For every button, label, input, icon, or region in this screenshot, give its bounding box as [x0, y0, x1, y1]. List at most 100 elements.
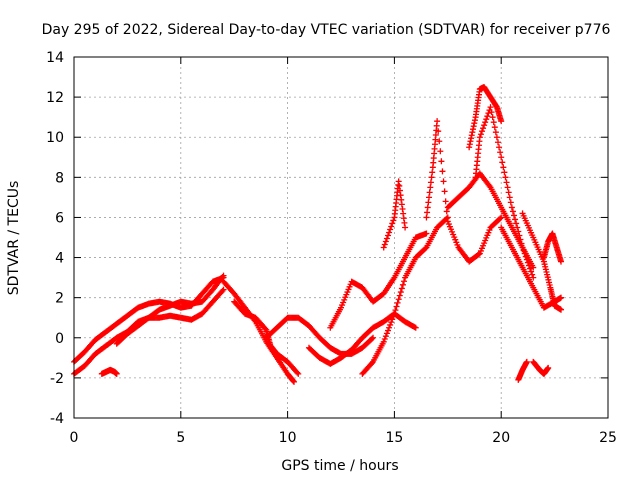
data-point	[516, 232, 523, 239]
y-tick-label: -4	[50, 411, 64, 427]
data-point	[424, 209, 431, 216]
data-point	[518, 240, 525, 247]
data-point	[393, 303, 400, 310]
y-tick-label: 4	[55, 251, 64, 267]
data-point	[508, 204, 515, 211]
series-track-k	[423, 118, 505, 265]
series-track-j	[380, 178, 409, 251]
data-point	[545, 364, 552, 371]
data-point	[391, 310, 398, 317]
data-point	[380, 338, 387, 345]
series-track-q	[540, 230, 565, 265]
data-point	[498, 214, 505, 221]
data-point	[506, 194, 513, 201]
data-point	[382, 238, 389, 245]
data-point	[370, 334, 377, 341]
data-point	[498, 118, 505, 125]
x-axis-label: GPS time / hours	[281, 458, 398, 474]
data-point	[509, 208, 516, 215]
data-point	[220, 272, 227, 279]
y-tick-label: 2	[55, 291, 64, 307]
data-point	[388, 223, 395, 230]
data-point	[500, 164, 507, 171]
data-point	[530, 264, 537, 271]
data-point	[493, 134, 500, 141]
data-point	[425, 199, 432, 206]
data-point	[291, 378, 298, 385]
plot-frame	[73, 56, 609, 419]
data-point	[389, 316, 396, 323]
data-point	[426, 194, 433, 201]
data-point	[504, 184, 511, 191]
data-point	[490, 119, 497, 126]
data-point	[528, 268, 535, 275]
data-point	[558, 306, 565, 313]
series-track-b	[71, 286, 227, 377]
data-point	[501, 169, 508, 176]
data-point	[398, 285, 405, 292]
data-point	[396, 292, 403, 299]
data-point	[481, 122, 488, 129]
data-point	[388, 319, 395, 326]
axis-ticks: 0 5 10 15 20 25 -4 -2 0 2 4 6 8 10 12 14	[46, 50, 617, 446]
data-point	[515, 228, 522, 235]
data-point	[521, 250, 528, 257]
data-point	[397, 289, 404, 296]
data-point	[295, 370, 302, 377]
series-track-p	[519, 210, 565, 313]
series-isolated-b	[515, 358, 530, 383]
x-tick-label: 20	[492, 430, 510, 446]
data-point	[558, 294, 565, 301]
data-point	[513, 220, 520, 227]
data-point	[498, 154, 505, 161]
data-point	[368, 360, 375, 367]
data-point	[113, 370, 120, 377]
data-point	[489, 114, 496, 121]
data-point	[390, 217, 397, 224]
data-point	[395, 296, 402, 303]
chart-title: Day 295 of 2022, Sidereal Day-to-day VTE…	[42, 22, 611, 38]
y-tick-label: 12	[46, 90, 64, 106]
data-point	[475, 251, 482, 258]
data-point	[423, 230, 430, 237]
data-point	[494, 139, 501, 146]
data-point	[428, 174, 435, 181]
series-track-c	[113, 272, 227, 347]
data-point	[478, 128, 485, 135]
x-tick-label: 0	[70, 430, 79, 446]
data-point	[427, 179, 434, 186]
data-point	[522, 253, 529, 260]
data-point	[477, 131, 484, 138]
data-point	[390, 313, 397, 320]
series-track-n	[472, 104, 537, 281]
data-point	[220, 286, 227, 293]
y-tick-label: 8	[55, 170, 64, 186]
data-point	[382, 333, 389, 340]
data-point	[384, 327, 391, 334]
y-tick-label: 14	[46, 50, 64, 66]
y-tick-label: -2	[50, 371, 64, 387]
x-tick-label: 5	[176, 430, 185, 446]
data-point	[484, 113, 491, 120]
data-point	[488, 109, 495, 116]
data-point	[480, 125, 487, 132]
data-point	[399, 281, 406, 288]
data-point	[381, 335, 388, 342]
series-track-l	[444, 170, 537, 271]
data-point	[294, 369, 301, 376]
data-point	[384, 232, 391, 239]
data-point	[511, 212, 518, 219]
data-point	[482, 119, 489, 126]
data-point	[429, 169, 436, 176]
data-point	[436, 138, 443, 145]
data-point	[392, 307, 399, 314]
data-point	[520, 247, 527, 254]
data-point	[530, 274, 537, 281]
data-point	[443, 215, 450, 222]
x-tick-label: 10	[279, 430, 297, 446]
data-point	[389, 220, 396, 227]
data-point	[387, 321, 394, 328]
data-point	[434, 118, 441, 125]
y-tick-label: 6	[55, 210, 64, 226]
data-point	[435, 128, 442, 135]
